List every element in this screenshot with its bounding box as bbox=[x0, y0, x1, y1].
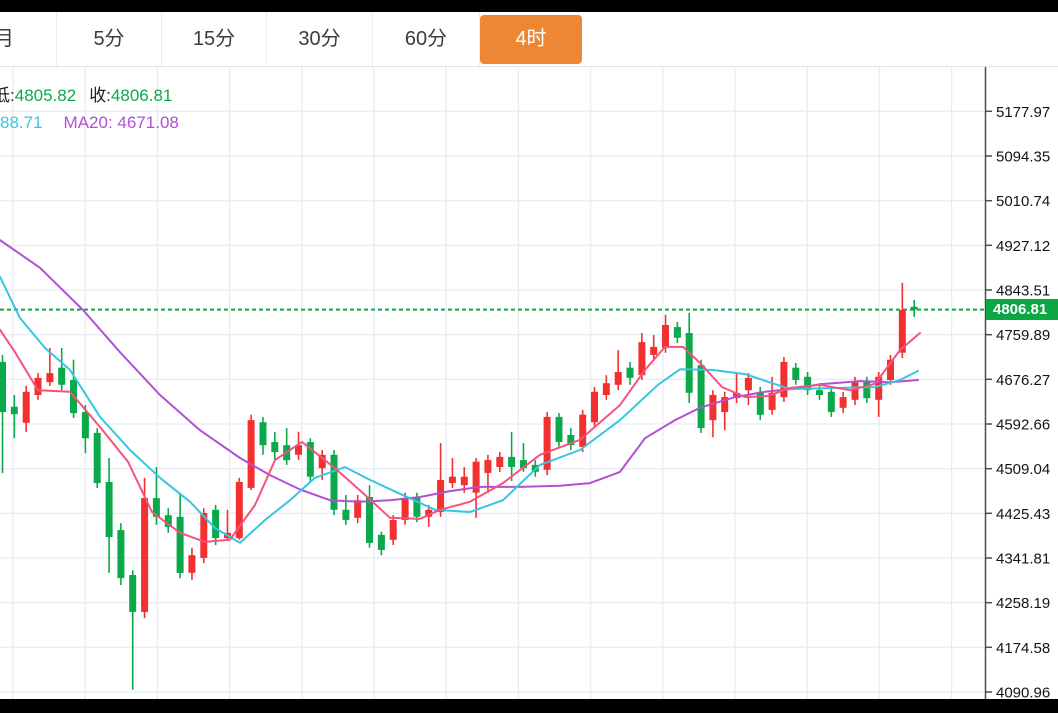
svg-text:4592.66: 4592.66 bbox=[996, 417, 1050, 434]
ma-info-line: 88.71 MA20: 4671.08 bbox=[0, 113, 179, 133]
timeframe-tab-bar: 月 5分 15分 30分 60分 4时 bbox=[0, 12, 1058, 67]
svg-text:4174.58: 4174.58 bbox=[996, 640, 1050, 657]
svg-text:4425.43: 4425.43 bbox=[996, 506, 1050, 523]
low-label: 低: bbox=[0, 86, 15, 105]
svg-text:4759.89: 4759.89 bbox=[996, 327, 1050, 344]
svg-text:4676.27: 4676.27 bbox=[996, 372, 1050, 389]
low-value: 4805.82 bbox=[14, 86, 77, 105]
tab-30min[interactable]: 30分 bbox=[267, 12, 373, 66]
top-black-bar bbox=[0, 0, 1058, 12]
y-axis-labels: 5177.97 5094.35 5010.74 4927.12 4843.51 4759.… bbox=[986, 104, 1050, 702]
close-label: 收: bbox=[89, 86, 111, 105]
tab-4hour-active[interactable]: 4时 bbox=[480, 15, 582, 64]
svg-text:5177.97: 5177.97 bbox=[996, 104, 1050, 121]
candles bbox=[0, 282, 918, 690]
ma20-value: MA20: 4671.08 bbox=[63, 113, 179, 132]
ma5-line bbox=[0, 328, 921, 543]
current-price-tag: 4806.81 bbox=[986, 299, 1058, 321]
ma10-line bbox=[0, 275, 919, 544]
tab-60min[interactable]: 60分 bbox=[373, 12, 480, 66]
bottom-black-bar bbox=[0, 699, 1058, 713]
svg-text:4258.19: 4258.19 bbox=[996, 595, 1050, 612]
svg-text:5094.35: 5094.35 bbox=[996, 149, 1050, 166]
h-gridlines bbox=[0, 110, 986, 693]
ma20-line bbox=[0, 239, 919, 503]
tab-5min[interactable]: 5分 bbox=[57, 12, 162, 66]
ma10-value-partial: 88.71 bbox=[0, 113, 43, 132]
tab-month[interactable]: 月 bbox=[0, 12, 57, 66]
tab-15min[interactable]: 15分 bbox=[162, 12, 267, 66]
svg-text:4843.51: 4843.51 bbox=[996, 283, 1050, 300]
svg-text:4509.04: 4509.04 bbox=[996, 461, 1050, 478]
svg-text:4090.96: 4090.96 bbox=[996, 685, 1050, 702]
ohlc-info-line: 低:4805.82 收:4806.81 bbox=[0, 81, 172, 106]
svg-text:5010.74: 5010.74 bbox=[996, 193, 1050, 210]
close-value: 4806.81 bbox=[110, 86, 173, 105]
v-gridlines bbox=[12, 67, 953, 699]
svg-text:4341.81: 4341.81 bbox=[996, 551, 1050, 568]
svg-text:4927.12: 4927.12 bbox=[996, 238, 1050, 255]
